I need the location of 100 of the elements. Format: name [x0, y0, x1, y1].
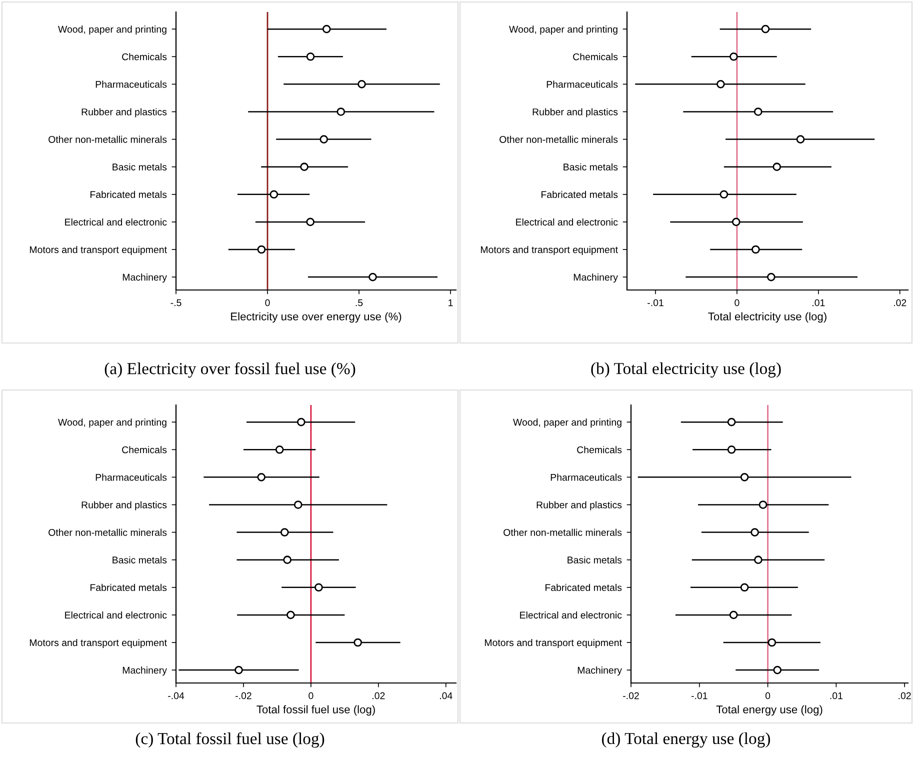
y-tick-label: Other non-metallic minerals: [500, 136, 618, 143]
y-tick-label: Machinery: [122, 274, 167, 283]
y-tick-label: Chemicals: [573, 53, 618, 60]
y-tick-label: Fabricated metals: [90, 190, 167, 198]
y-tick-label: Motors and transport equipment: [484, 638, 622, 648]
point: [257, 245, 266, 254]
y-tick-label: Other non-metallic minerals: [48, 528, 167, 536]
point: [354, 638, 362, 647]
point: [320, 135, 328, 144]
point: [286, 610, 295, 620]
point: [729, 610, 738, 620]
y-tick-label: Motors and transport equipment: [480, 246, 618, 256]
point: [300, 162, 308, 172]
point: [754, 556, 762, 564]
y-tick-label: Electrical and electronic: [516, 218, 618, 226]
point: [796, 135, 805, 144]
x-tick-label: -.04: [168, 692, 184, 700]
x-tick-label: 0: [765, 692, 770, 700]
point: [322, 24, 331, 34]
y-tick-label: Fabricated metals: [546, 584, 622, 592]
x-axis-title: Total energy use (log): [716, 705, 822, 716]
y-tick-label: Rubber and plastics: [532, 108, 618, 118]
y-tick-label: Machinery: [574, 274, 618, 283]
point: [296, 418, 306, 426]
point: [283, 556, 292, 564]
text: (a) Electricity over fossil fuel use (%): [104, 362, 356, 378]
point: [306, 52, 315, 61]
point: [740, 473, 749, 482]
x-tick-label: 0: [308, 692, 314, 700]
y-tick-label: Electrical and electronic: [65, 218, 167, 226]
y-tick-label: Other non-metallic minerals: [48, 136, 167, 143]
point: [761, 24, 770, 34]
y-tick-label: Basic metals: [112, 163, 167, 170]
y-tick-label: Rubber and plastics: [536, 501, 622, 510]
x-tick-label: 0: [734, 299, 740, 306]
x-tick-label: 0: [265, 299, 270, 306]
point: [280, 528, 289, 536]
y-tick-label: Wood, paper and printing: [513, 418, 622, 428]
y-tick-label: Wood, paper and printing: [58, 418, 166, 428]
text: (b) Total electricity use (log): [591, 362, 781, 378]
point: [740, 583, 749, 592]
y-tick-label: Basic metals: [564, 163, 618, 170]
text: (d) Total energy use (log): [602, 732, 770, 748]
x-tick-label: -.01: [691, 692, 708, 700]
point: [358, 80, 366, 88]
y-tick-label: Pharmaceuticals: [96, 474, 167, 481]
point: [772, 162, 782, 172]
point: [754, 108, 762, 116]
point: [727, 418, 736, 426]
point: [720, 190, 728, 199]
y-tick-label: Basic metals: [568, 556, 622, 564]
y-tick-label: Wood, paper and printing: [58, 26, 166, 35]
x-tick-label: .04: [440, 692, 452, 700]
point: [257, 473, 266, 482]
y-tick-label: Rubber and plastics: [82, 108, 167, 118]
y-tick-label: Pharmaceuticals: [546, 80, 618, 88]
point: [750, 528, 759, 536]
y-tick-label: Fabricated metals: [90, 584, 167, 592]
x-tick-label: -.02: [236, 692, 252, 700]
y-tick-label: Electrical and electronic: [520, 611, 622, 619]
y-tick-label: Other non-metallic minerals: [504, 528, 622, 536]
point: [727, 445, 736, 454]
x-tick-label: .02: [372, 692, 385, 700]
y-tick-label: Pharmaceuticals: [550, 474, 622, 481]
y-tick-label: Chemicals: [122, 53, 167, 60]
y-tick-label: Machinery: [578, 666, 622, 676]
x-axis-title: Electricity use over energy use (%): [231, 312, 402, 323]
point: [767, 272, 776, 282]
point: [730, 52, 738, 61]
point: [306, 218, 314, 226]
point: [234, 666, 243, 674]
y-tick-label: Chemicals: [122, 446, 167, 454]
y-tick-label: Motors and transport equipment: [30, 638, 167, 648]
x-tick-label: .02: [898, 692, 911, 700]
point: [336, 108, 346, 116]
y-tick-label: Electrical and electronic: [65, 611, 167, 619]
x-tick-label: .01: [812, 299, 825, 306]
x-tick-label: 1: [448, 299, 453, 306]
point: [768, 638, 776, 647]
point: [732, 218, 740, 226]
point: [368, 272, 377, 282]
y-tick-label: Wood, paper and printing: [509, 26, 618, 35]
x-tick-label: .01: [830, 692, 842, 700]
point: [752, 245, 760, 254]
x-tick-label: -.01: [648, 299, 664, 306]
x-tick-label: .5: [356, 299, 363, 306]
y-tick-label: Pharmaceuticals: [96, 80, 167, 88]
x-axis-title: Total fossil fuel use (log): [256, 705, 375, 716]
y-tick-label: Machinery: [122, 666, 167, 676]
point: [314, 583, 323, 592]
point: [294, 500, 302, 509]
y-tick-label: Rubber and plastics: [82, 501, 167, 510]
x-axis-title: Total electricity use (log): [708, 312, 826, 323]
point: [270, 190, 278, 199]
x-tick-label: -.5: [170, 299, 182, 306]
y-tick-label: Basic metals: [112, 556, 167, 564]
point: [773, 666, 782, 674]
point: [275, 445, 284, 454]
text: (c) Total fossil fuel use (log): [136, 732, 324, 748]
x-tick-label: -.02: [623, 692, 639, 700]
